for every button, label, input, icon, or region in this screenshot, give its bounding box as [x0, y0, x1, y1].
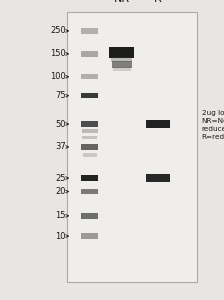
- Text: 25: 25: [56, 173, 66, 182]
- Bar: [82, 233, 98, 239]
- Bar: [83, 153, 97, 157]
- Text: 15: 15: [56, 211, 66, 220]
- Bar: [82, 175, 98, 181]
- Text: R: R: [154, 0, 162, 4]
- Bar: [111, 56, 132, 62]
- Text: 50: 50: [56, 119, 66, 128]
- Bar: [82, 28, 98, 34]
- Text: 150: 150: [50, 49, 66, 58]
- Text: 100: 100: [50, 72, 66, 81]
- Bar: [67, 12, 197, 282]
- Bar: [82, 74, 98, 80]
- Bar: [82, 129, 98, 133]
- Bar: [146, 174, 170, 182]
- Bar: [82, 144, 98, 150]
- Bar: [112, 61, 131, 68]
- Bar: [82, 121, 98, 127]
- Bar: [82, 136, 97, 140]
- Bar: [82, 93, 98, 98]
- Text: 20: 20: [56, 187, 66, 196]
- Bar: [146, 120, 170, 128]
- Bar: [82, 51, 98, 56]
- Text: 10: 10: [56, 232, 66, 241]
- Text: 250: 250: [50, 26, 66, 35]
- Bar: [113, 67, 131, 71]
- Bar: [82, 189, 98, 194]
- Text: NR: NR: [114, 0, 130, 4]
- Text: 75: 75: [56, 91, 66, 100]
- Bar: [109, 46, 134, 58]
- Text: 2ug loading
NR=Non-
reduced
R=reduced: 2ug loading NR=Non- reduced R=reduced: [202, 110, 224, 140]
- Bar: [82, 213, 98, 218]
- Text: 37: 37: [55, 142, 66, 152]
